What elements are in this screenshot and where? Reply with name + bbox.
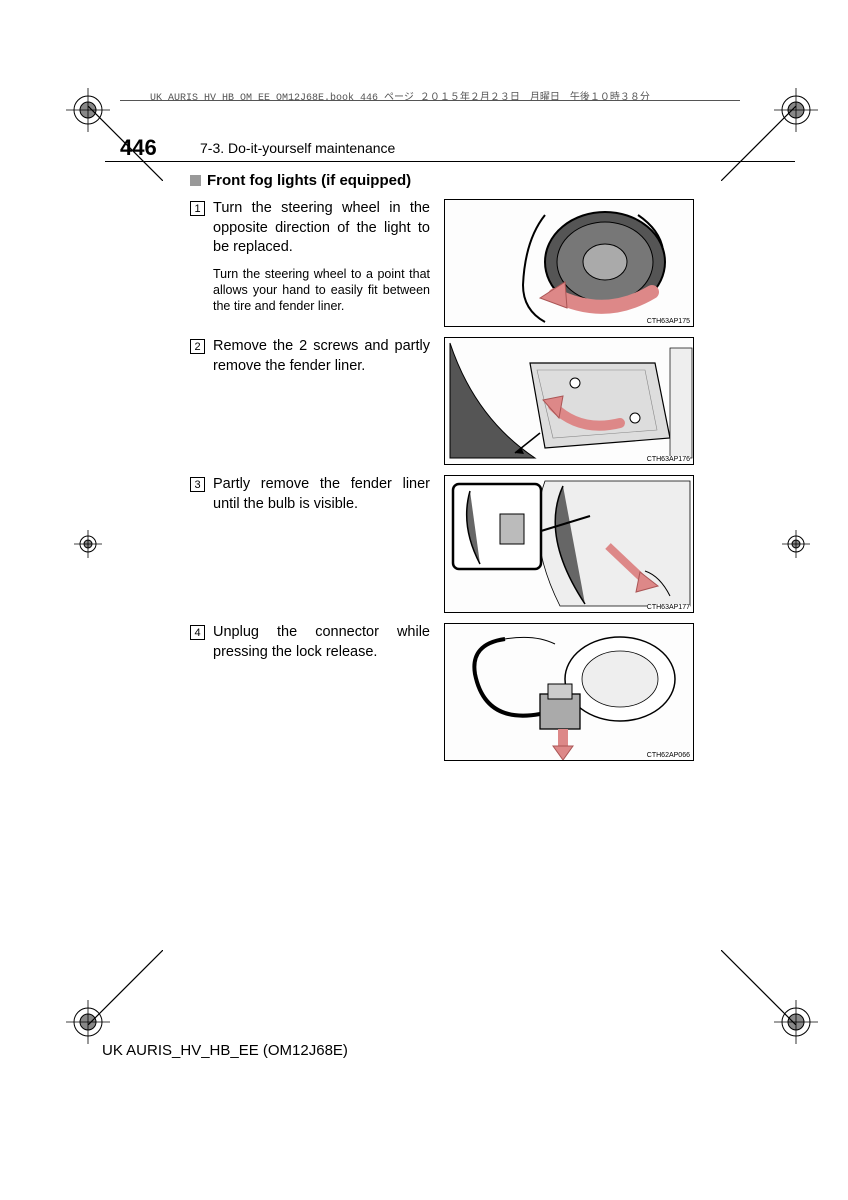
crop-mark-icon — [764, 512, 828, 576]
figure: CTH62AP066 — [444, 623, 694, 761]
step-text: Turn the steering wheel in the opposite … — [213, 199, 430, 258]
step-number-box: 1 — [190, 201, 205, 216]
connector-illustration-icon — [445, 624, 694, 761]
figure-code: CTH63AP177 — [647, 604, 690, 611]
crop-mark-icon — [56, 512, 120, 576]
meta-rule — [120, 100, 740, 101]
crop-line-icon — [721, 106, 796, 181]
step-text: Partly remove the fender liner until the… — [213, 475, 430, 514]
book-meta-text: UK AURIS_HV_HB_OM_EE_OM12J68E.book 446 ペ… — [150, 88, 650, 104]
figure: CTH63AP176 — [444, 337, 694, 465]
wheel-illustration-icon — [445, 200, 694, 327]
section-title: 7-3. Do-it-yourself maintenance — [200, 140, 395, 156]
content-area: Front fog lights (if equipped) 1 Turn th… — [190, 172, 740, 771]
step-number-box: 4 — [190, 625, 205, 640]
heading: Front fog lights (if equipped) — [190, 172, 740, 189]
figure-code: CTH62AP066 — [647, 752, 690, 759]
step: 4 Unplug the connector while pressing th… — [190, 623, 740, 761]
figure: CTH63AP177 — [444, 475, 694, 613]
figure: CTH63AP175 — [444, 199, 694, 327]
figure-code: CTH63AP175 — [647, 318, 690, 325]
figure-code: CTH63AP176 — [647, 456, 690, 463]
crop-line-icon — [721, 950, 796, 1025]
step-number-box: 3 — [190, 477, 205, 492]
step-number-box: 2 — [190, 339, 205, 354]
step-text: Remove the 2 screws and partly remove th… — [213, 337, 430, 376]
fender-bulb-illustration-icon — [445, 476, 694, 613]
page-number: 446 — [120, 135, 157, 161]
heading-text: Front fog lights (if equipped) — [207, 172, 411, 189]
step-text: Unplug the connector while pressing the … — [213, 623, 430, 662]
step: 2 Remove the 2 screws and partly remove … — [190, 337, 740, 465]
step: 3 Partly remove the fender liner until t… — [190, 475, 740, 613]
crop-line-icon — [88, 950, 163, 1025]
fender-liner-illustration-icon — [445, 338, 694, 465]
footer-document-id: UK AURIS_HV_HB_EE (OM12J68E) — [102, 1042, 348, 1059]
heading-marker-icon — [190, 175, 201, 186]
step-subtext: Turn the steering wheel to a point that … — [213, 266, 430, 315]
header-rule — [105, 161, 795, 162]
step: 1 Turn the steering wheel in the opposit… — [190, 199, 740, 327]
